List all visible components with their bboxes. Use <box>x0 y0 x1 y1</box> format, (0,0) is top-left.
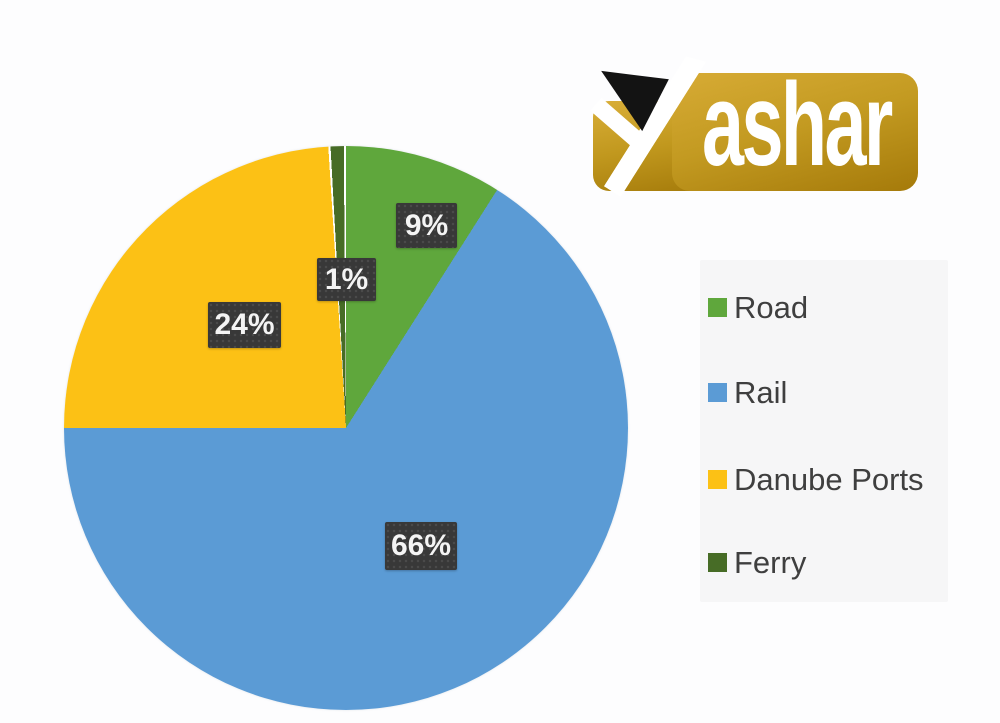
data-label-rail: 66% <box>385 522 457 570</box>
legend-item-road: Road <box>708 290 808 324</box>
legend-swatch-ferry <box>708 552 727 572</box>
legend-item-danube-ports: Danube Ports <box>708 462 924 496</box>
legend-item-rail: Rail <box>708 375 787 409</box>
data-label-danube-ports: 24% <box>208 302 281 348</box>
legend-swatch-rail <box>708 382 727 402</box>
legend-label-road: Road <box>734 289 809 325</box>
legend-label-rail: Rail <box>734 374 788 410</box>
logo-gold-plate <box>672 73 918 191</box>
legend-panel <box>700 260 948 602</box>
legend-swatch-road <box>708 297 727 317</box>
pie-chart <box>64 146 628 710</box>
legend-item-ferry: Ferry <box>708 545 806 579</box>
legend-label-ferry: Ferry <box>734 544 807 580</box>
data-label-road: 9% <box>396 203 457 248</box>
data-label-ferry: 1% <box>317 258 376 301</box>
legend-label-danube-ports: Danube Ports <box>734 461 924 497</box>
logo-wordmark: ashar <box>702 59 893 191</box>
legend-swatch-danube-ports <box>708 469 727 489</box>
